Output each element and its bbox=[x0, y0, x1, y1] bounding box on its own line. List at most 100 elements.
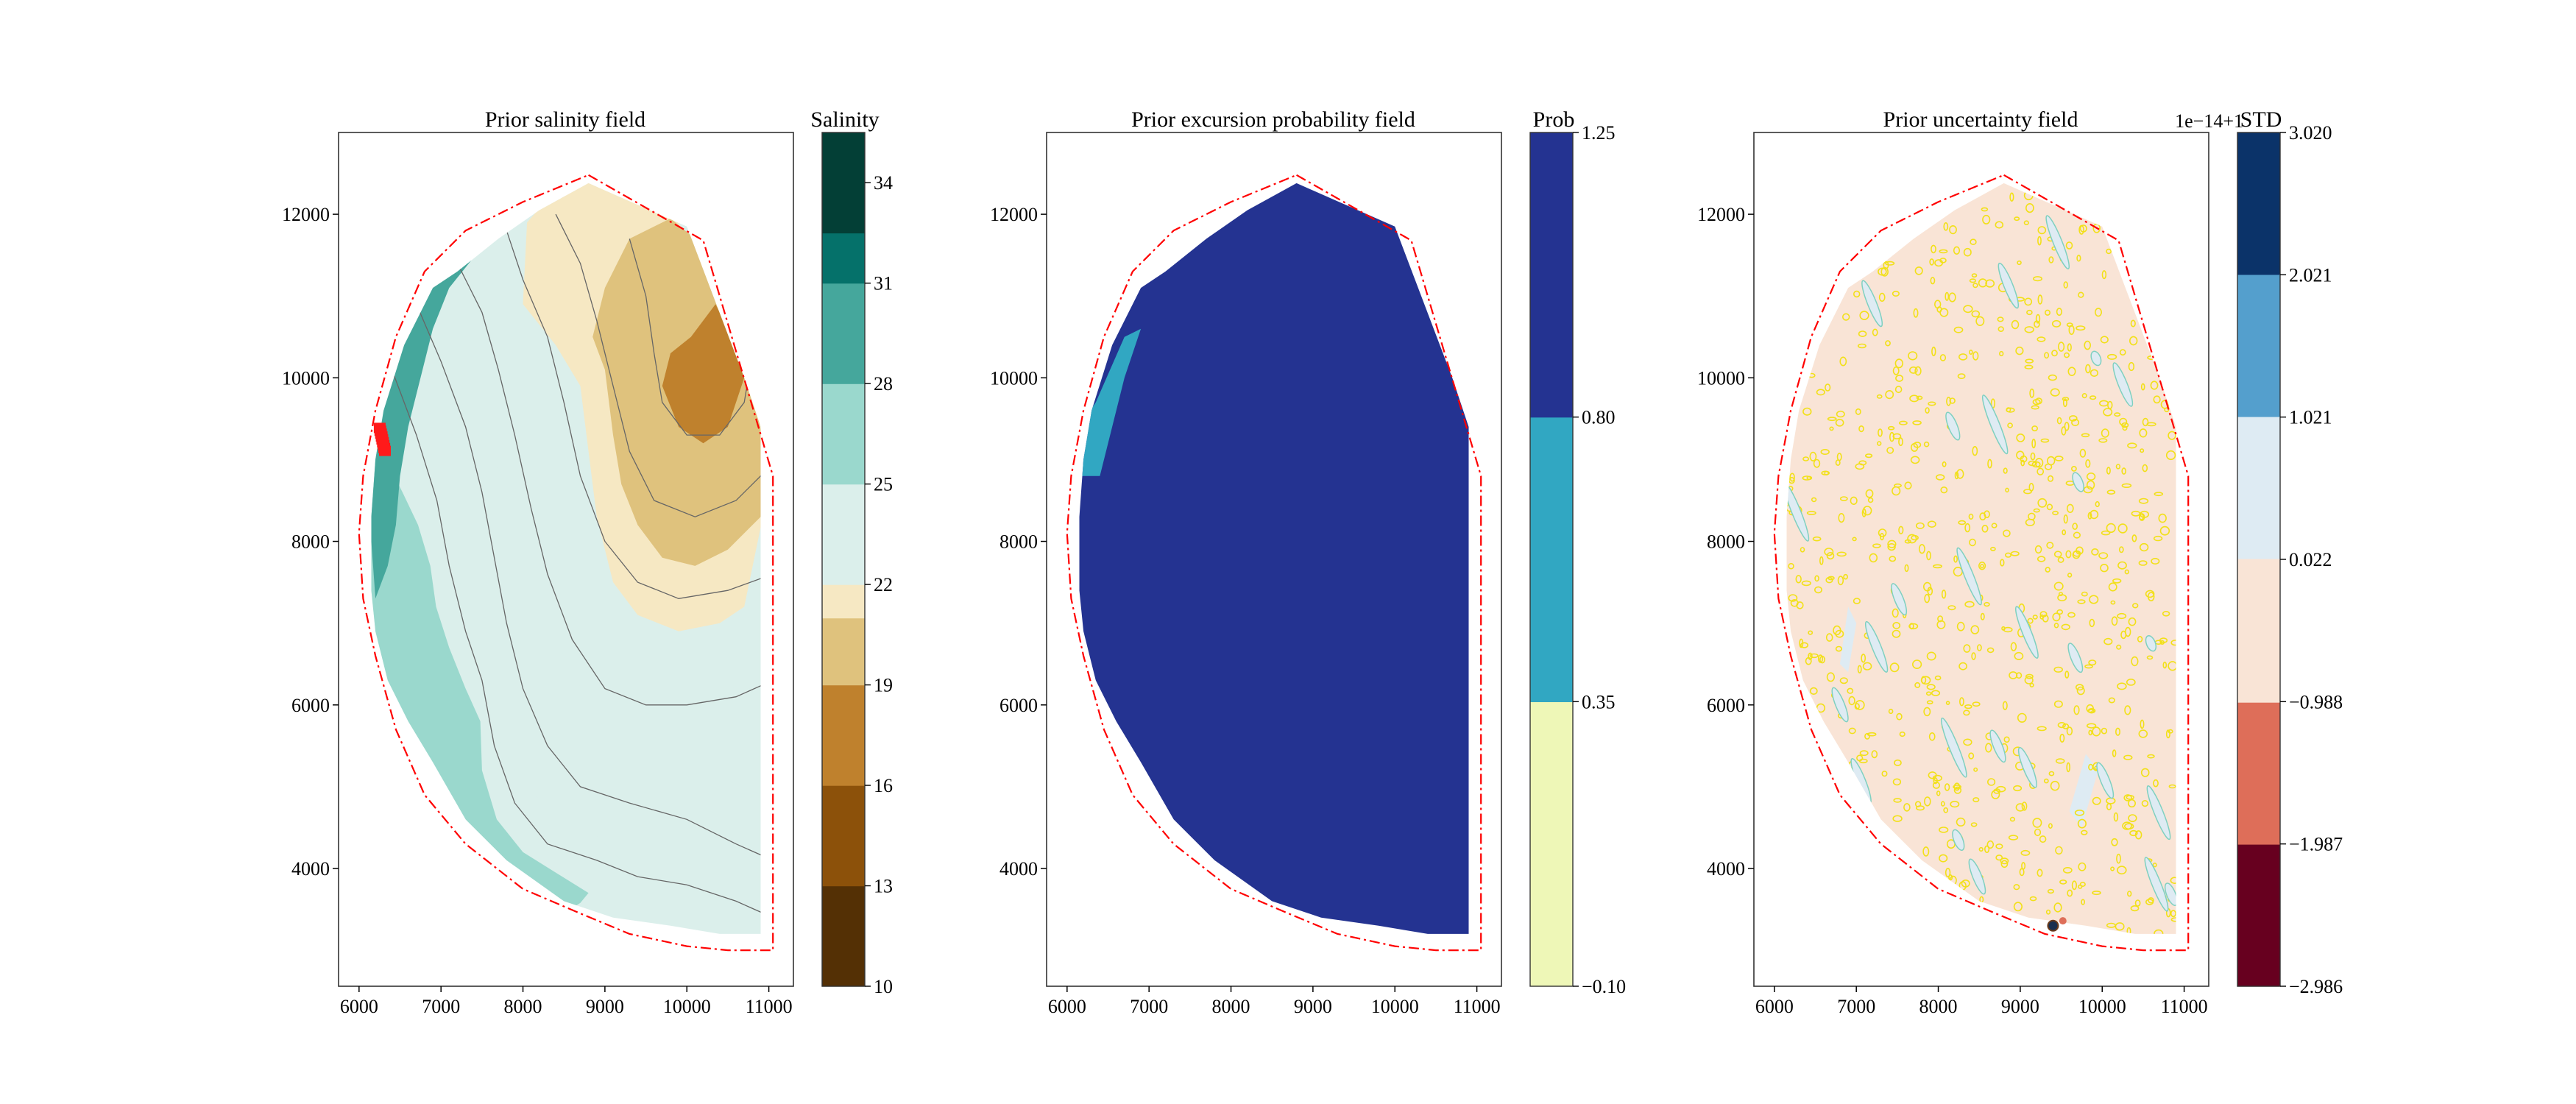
speckle-mark bbox=[1867, 497, 1874, 503]
speckle-mark bbox=[2159, 526, 2170, 536]
colorbar-segment bbox=[1530, 132, 1573, 418]
speckle-mark bbox=[1925, 691, 1932, 696]
speckle-mark bbox=[1904, 481, 1912, 490]
speckle-mark bbox=[2009, 192, 2014, 202]
colorbar-tick-label: 1.021 bbox=[2289, 407, 2332, 428]
speckle-mark bbox=[1892, 629, 1901, 638]
colorbar-tick-label: 2.021 bbox=[2289, 264, 2332, 286]
speckle-mark bbox=[2140, 719, 2145, 729]
speckle-mark bbox=[2122, 425, 2128, 431]
speckle-mark bbox=[1886, 447, 1894, 454]
speckle-mark bbox=[1839, 496, 1848, 501]
y-tick-label: 4000 bbox=[999, 858, 1038, 880]
speckle-mark bbox=[2138, 560, 2148, 566]
speckle-mark bbox=[2070, 466, 2077, 472]
y-tick-label: 10000 bbox=[1697, 367, 1745, 389]
speckle-mark bbox=[1948, 292, 1956, 302]
speckle-mark bbox=[2078, 291, 2084, 298]
field-band-0 bbox=[1885, 183, 1914, 215]
uncertainty-streak bbox=[2096, 762, 2115, 799]
speckle-mark bbox=[1842, 313, 1850, 321]
speckle-mark bbox=[1943, 222, 1949, 231]
colorbar-tick-label: 34 bbox=[874, 172, 893, 194]
colorbar-segment bbox=[822, 885, 865, 987]
speckle-mark bbox=[1931, 346, 1936, 357]
speckle-mark bbox=[1942, 461, 1947, 467]
speckle-mark bbox=[2168, 784, 2176, 789]
speckle-mark bbox=[1866, 732, 1877, 737]
speckle-mark bbox=[2159, 640, 2165, 645]
speckle-mark bbox=[1945, 291, 1950, 301]
speckle-mark bbox=[1839, 677, 1848, 684]
speckle-mark bbox=[2076, 254, 2081, 262]
speckle-mark bbox=[2037, 236, 2042, 246]
uncertainty-streak bbox=[2072, 472, 2084, 492]
speckle-mark bbox=[2124, 569, 2130, 575]
speckle-mark bbox=[2106, 922, 2116, 928]
speckle-mark bbox=[2037, 226, 2047, 235]
x-tick-label: 7000 bbox=[1130, 996, 1168, 1017]
speckle-mark bbox=[2005, 487, 2009, 493]
uncertainty-streak bbox=[1956, 547, 1982, 606]
speckle-mark bbox=[2170, 910, 2176, 918]
speckle-mark bbox=[2086, 723, 2097, 729]
speckle-mark bbox=[2131, 534, 2137, 542]
colorbar-tick-label: 3.020 bbox=[2289, 122, 2332, 144]
speckle-mark bbox=[2009, 671, 2018, 679]
speckle-mark bbox=[1970, 822, 1978, 827]
speckle-mark bbox=[2048, 823, 2053, 829]
speckle-mark bbox=[2067, 573, 2073, 578]
speckle-mark bbox=[2034, 545, 2042, 554]
speckle-mark bbox=[1968, 752, 1975, 760]
uncertainty-streak bbox=[2144, 857, 2169, 912]
colorbar-tick-label: 16 bbox=[874, 775, 893, 796]
speckle-mark bbox=[1932, 781, 1940, 789]
x-tick-label: 8000 bbox=[1919, 996, 1958, 1017]
speckle-mark bbox=[1958, 662, 1967, 670]
speckle-mark bbox=[1984, 845, 1990, 854]
speckle-mark bbox=[2101, 530, 2111, 536]
probability-colorbar-label: Prob bbox=[1533, 107, 1575, 132]
speckle-mark bbox=[1987, 778, 1996, 786]
colorbar-segment bbox=[2237, 132, 2280, 275]
speckle-mark bbox=[1829, 426, 1834, 431]
speckle-mark bbox=[2120, 630, 2127, 640]
speckle-mark bbox=[2079, 448, 2087, 458]
speckle-mark bbox=[1934, 675, 1942, 681]
speckle-mark bbox=[1848, 696, 1855, 706]
speckle-mark bbox=[2076, 325, 2086, 331]
uncertainty-streak bbox=[1945, 411, 1961, 441]
speckle-mark bbox=[2064, 670, 2070, 679]
speckle-mark bbox=[1953, 786, 1962, 794]
x-tick-label: 9000 bbox=[2001, 996, 2039, 1017]
speckle-mark bbox=[1814, 586, 1823, 594]
speckle-mark bbox=[2054, 456, 2064, 461]
speckle-mark bbox=[1970, 625, 1980, 634]
speckle-mark bbox=[2014, 216, 2020, 222]
speckle-mark bbox=[2088, 659, 2097, 666]
speckle-mark bbox=[2048, 374, 2057, 381]
speckle-mark bbox=[2033, 508, 2040, 513]
y-tick-label: 8000 bbox=[1707, 531, 1745, 553]
speckle-mark bbox=[1826, 551, 1835, 560]
speckle-mark bbox=[1922, 846, 1930, 857]
speckle-mark bbox=[1963, 305, 1973, 314]
speckle-mark bbox=[2042, 614, 2049, 623]
speckle-mark bbox=[1914, 682, 1921, 688]
speckle-mark bbox=[2019, 868, 2025, 877]
speckle-mark bbox=[2091, 548, 2099, 556]
speckle-mark bbox=[2100, 563, 2109, 573]
speckle-mark bbox=[2037, 726, 2047, 732]
speckle-mark bbox=[2061, 623, 2070, 631]
speckle-mark bbox=[1969, 538, 1976, 547]
speckle-mark bbox=[1975, 316, 1985, 326]
speckle-mark bbox=[2118, 546, 2124, 553]
speckle-mark bbox=[2130, 905, 2140, 912]
speckle-mark bbox=[1933, 564, 1943, 569]
speckle-mark bbox=[2000, 559, 2005, 567]
speckle-mark bbox=[1936, 620, 1946, 629]
speckle-mark bbox=[2092, 726, 2101, 737]
speckle-mark bbox=[2076, 686, 2085, 696]
speckle-mark bbox=[2057, 556, 2064, 563]
y-tick-label: 12000 bbox=[1697, 204, 1745, 225]
